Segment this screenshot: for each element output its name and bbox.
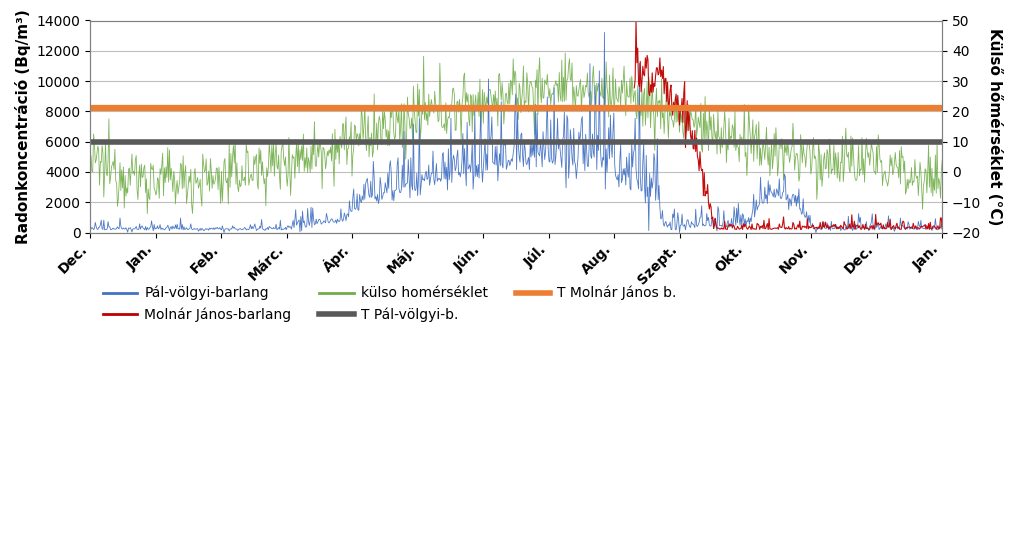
Legend: Pál-völgyi-barlang, Molnár János-barlang, külso homérséklet, T Pál-völgyi-b., T : Pál-völgyi-barlang, Molnár János-barlang… [97, 280, 682, 328]
Y-axis label: Külső hőmérséklet (°C): Külső hőmérséklet (°C) [988, 28, 1002, 225]
Y-axis label: Radonkoncentráció (Bq/m³): Radonkoncentráció (Bq/m³) [15, 9, 31, 244]
